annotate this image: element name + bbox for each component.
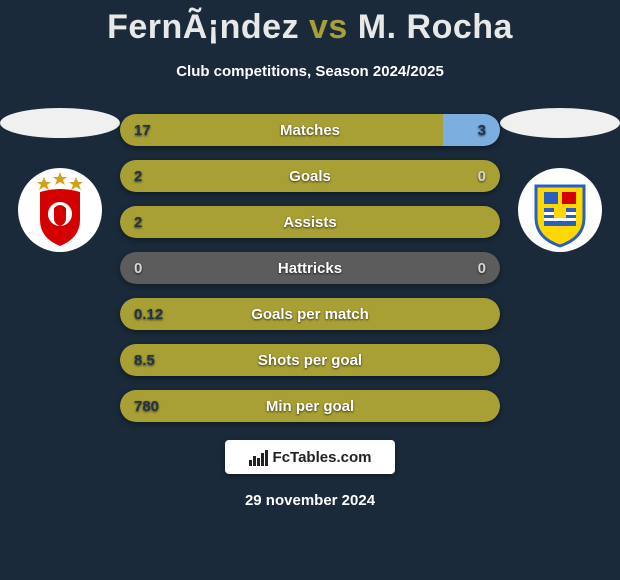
- vs-label: vs: [309, 8, 348, 46]
- comparison-title: FernÃ¡ndez vs M. Rocha: [0, 0, 620, 47]
- stat-row: Shots per goal8.5: [120, 344, 500, 376]
- stat-value-left: 0: [120, 252, 156, 284]
- stat-row: Hattricks0 0: [120, 252, 500, 284]
- stat-value-left: 0.12: [120, 298, 177, 330]
- brand-text: FcTables.com: [273, 449, 372, 466]
- stat-label: Hattricks: [120, 252, 500, 284]
- player2-name: M. Rocha: [358, 8, 513, 46]
- stat-label: Assists: [120, 206, 500, 238]
- stat-label: Goals: [120, 160, 500, 192]
- player1-column: [0, 108, 120, 252]
- chart-icon: [249, 448, 269, 466]
- stat-label: Min per goal: [120, 390, 500, 422]
- stat-value-right: 0: [464, 160, 500, 192]
- date-label: 29 november 2024: [0, 492, 620, 509]
- player1-silhouette-icon: [0, 108, 120, 138]
- stat-value-left: 8.5: [120, 344, 169, 376]
- player1-name: FernÃ¡ndez: [107, 8, 299, 46]
- stat-bars: Matches173Goals20Assists2Hattricks00Goal…: [120, 114, 500, 422]
- stat-value-left: 780: [120, 390, 173, 422]
- stat-row: Matches17 3: [120, 114, 500, 146]
- stat-label: Shots per goal: [120, 344, 500, 376]
- stat-value-left: 2: [120, 160, 156, 192]
- stat-value-left: 17: [120, 114, 165, 146]
- stat-row: Goals per match0.12: [120, 298, 500, 330]
- stat-value-right: 0: [464, 252, 500, 284]
- stat-row: Min per goal780: [120, 390, 500, 422]
- stat-value-left: 2: [120, 206, 156, 238]
- stat-row: Assists2: [120, 206, 500, 238]
- player1-club-badge: [18, 168, 102, 252]
- comparison-content: Matches173Goals20Assists2Hattricks00Goal…: [0, 114, 620, 422]
- stat-row: Goals2 0: [120, 160, 500, 192]
- subtitle: Club competitions, Season 2024/2025: [0, 63, 620, 80]
- player2-silhouette-icon: [500, 108, 620, 138]
- brand-badge: FcTables.com: [225, 440, 395, 474]
- stat-value-right: 3: [464, 114, 500, 146]
- player2-club-badge: [518, 168, 602, 252]
- stat-label: Matches: [120, 114, 500, 146]
- player2-column: [500, 108, 620, 252]
